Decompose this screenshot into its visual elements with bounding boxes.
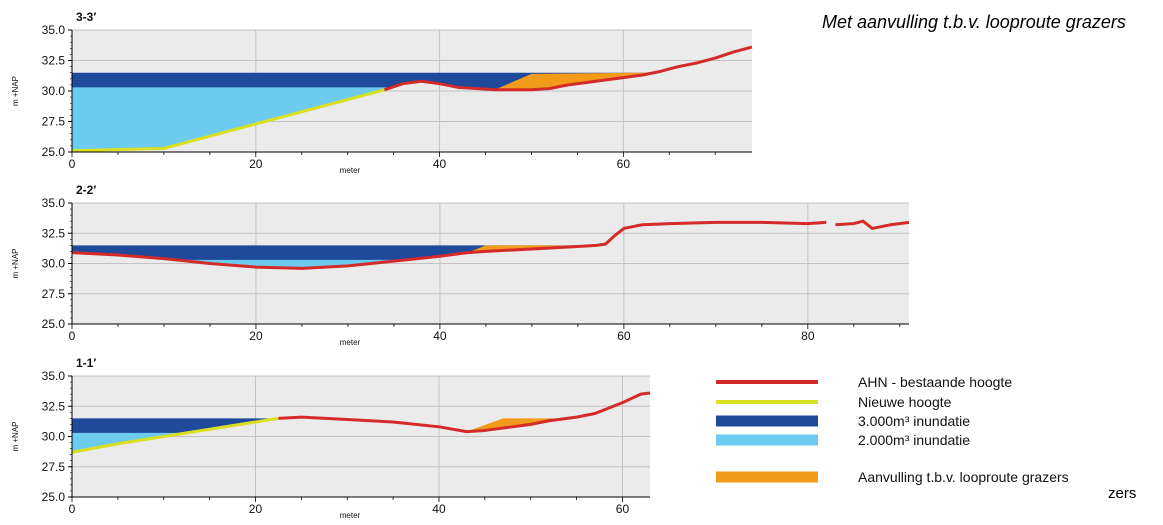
fill-grazers-area bbox=[494, 72, 656, 90]
legend: AHN - bestaande hoogte Nieuwe hoogte 3.000… bbox=[716, 374, 1069, 485]
y-tick-label: 35.0 bbox=[42, 369, 66, 383]
chart-panel-2: 25.0 27.5 30.0 32.5 35.0 0 20 40 60 80 meter m +NAP… bbox=[11, 183, 910, 347]
y-axis-label: m +NAP bbox=[11, 76, 20, 106]
x-tick-label: 40 bbox=[433, 329, 447, 343]
chart-title: 1-1′ bbox=[76, 356, 96, 370]
new-height-line bbox=[71, 416, 279, 454]
ahn-line bbox=[71, 220, 827, 270]
legend-label-inundation-3000: 3.000m³ inundatie bbox=[858, 413, 970, 429]
y-tick-label: 30.0 bbox=[42, 257, 66, 271]
y-axis-label: m +NAP bbox=[11, 248, 20, 278]
legend-swatch-fill-grazers bbox=[716, 471, 818, 483]
y-tick-label: 32.5 bbox=[42, 54, 66, 68]
new-height-line bbox=[71, 88, 385, 153]
x-tick-label: 40 bbox=[432, 502, 446, 516]
y-tick-label: 27.5 bbox=[42, 460, 66, 474]
y-tick-label: 27.5 bbox=[42, 287, 66, 301]
legend-label-fill-grazers: Aanvulling t.b.v. looproute grazers bbox=[858, 469, 1069, 485]
clipped-label: zers bbox=[1108, 485, 1137, 502]
figure-title: Met aanvulling t.b.v. looproute grazers bbox=[822, 12, 1126, 32]
x-tick-label: 0 bbox=[69, 502, 76, 516]
x-tick-label: 20 bbox=[249, 502, 263, 516]
y-tick-label: 25.0 bbox=[42, 145, 66, 159]
y-tick-label: 32.5 bbox=[42, 399, 66, 413]
x-tick-label: 40 bbox=[433, 157, 447, 171]
inundation-3000-area bbox=[72, 418, 279, 453]
inundation-2000-area bbox=[72, 432, 187, 453]
x-axis-label: meter bbox=[340, 166, 361, 175]
y-tick-label: 32.5 bbox=[42, 226, 66, 240]
inundation-2000-area bbox=[175, 259, 406, 269]
x-tick-label: 20 bbox=[249, 329, 263, 343]
y-tick-label: 25.0 bbox=[42, 490, 66, 504]
inundation-2000-area bbox=[72, 87, 392, 151]
legend-swatch-inundation-2000 bbox=[716, 434, 818, 446]
chart-panel-1: 25.0 27.5 30.0 32.5 35.0 0 20 40 60 meter m +NAP 3-… bbox=[11, 10, 753, 175]
y-tick-label: 30.0 bbox=[42, 84, 66, 98]
y-tick-label: 35.0 bbox=[42, 196, 66, 210]
legend-swatch-new-height bbox=[716, 400, 818, 404]
ahn-line bbox=[278, 391, 651, 434]
x-tick-label: 60 bbox=[617, 329, 631, 343]
x-axis-label: meter bbox=[340, 338, 361, 347]
chart-panel-3: 25.0 27.5 30.0 32.5 35.0 0 20 40 60 meter m +NAP 1-… bbox=[11, 356, 651, 520]
chart-title: 3-3′ bbox=[76, 10, 96, 24]
y-tick-label: 35.0 bbox=[42, 23, 66, 37]
x-axis-label: meter bbox=[340, 511, 361, 520]
y-tick-label: 30.0 bbox=[42, 430, 66, 444]
x-tick-label: 60 bbox=[617, 157, 631, 171]
ahn-line bbox=[383, 45, 753, 92]
x-tick-label: 80 bbox=[801, 329, 815, 343]
y-tick-label: 25.0 bbox=[42, 317, 66, 331]
legend-swatch-inundation-3000 bbox=[716, 415, 818, 427]
legend-label-new-height: Nieuwe hoogte bbox=[858, 394, 952, 410]
x-tick-label: 0 bbox=[69, 329, 76, 343]
y-tick-label: 27.5 bbox=[42, 115, 66, 129]
legend-label-ahn: AHN - bestaande hoogte bbox=[858, 374, 1012, 390]
x-tick-label: 0 bbox=[69, 157, 76, 171]
chart-title: 2-2′ bbox=[76, 183, 96, 197]
legend-label-inundation-2000: 2.000m³ inundatie bbox=[858, 432, 970, 448]
x-tick-label: 20 bbox=[249, 157, 263, 171]
y-axis-label: m +NAP bbox=[11, 421, 20, 451]
ahn-line-segment bbox=[835, 219, 910, 231]
x-tick-label: 60 bbox=[616, 502, 630, 516]
legend-swatch-ahn bbox=[716, 380, 818, 384]
